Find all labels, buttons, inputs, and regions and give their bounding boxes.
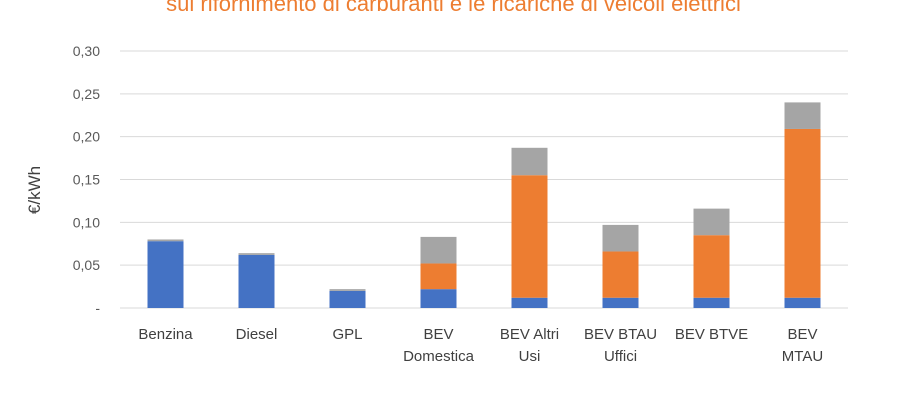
y-tick-label: 0,30 [73,43,100,59]
y-axis-label: €/kWh [25,166,44,214]
bar-segment-2 [602,251,639,298]
x-tick-label: BEV BTVE [675,326,748,343]
x-tick-label: GPL [332,326,362,343]
y-tick-label: 0,20 [73,129,100,145]
y-tick-label: 0,05 [73,257,100,273]
bar-segment-3 [238,253,275,255]
y-tick-label: 0,15 [73,172,100,188]
y-tick-label: 0,25 [73,86,100,102]
bar-segment-1 [511,297,548,308]
x-tick-label: Benzina [138,326,193,343]
x-tick-label: BEV Altri [500,326,559,343]
bar-segment-3 [693,208,730,236]
bar-segment-2 [511,175,548,298]
bar-segment-3 [147,239,184,242]
x-tick-label: Domestica [403,348,475,365]
bar-segment-2 [420,263,457,290]
x-tick-label: BEV [423,326,453,343]
bar-segment-2 [784,128,821,298]
y-tick-label: - [95,300,100,316]
bar-segment-1 [147,241,184,308]
chart-title: sul rifornimento di carburanti e le rica… [166,0,741,16]
bar-segment-3 [784,102,821,129]
x-tick-label: MTAU [782,348,823,365]
bar-segment-1 [329,290,366,308]
x-tick-label: BEV BTAU [584,326,657,343]
bar-segment-3 [329,289,366,291]
x-axis-labels: Benzina Diesel GPL BEV Domestica BEV Altri Usi… [138,326,823,365]
x-tick-label: Diesel [236,326,278,343]
y-axis-ticks: - 0,05 0,10 0,15 0,20 0,25 0,30 [73,43,101,316]
bar-segment-1 [420,289,457,308]
x-tick-label: Uffici [604,348,637,365]
bar-segment-3 [420,236,457,264]
x-tick-label: Usi [519,348,541,365]
bar-segment-2 [693,235,730,298]
y-tick-label: 0,10 [73,214,100,230]
x-tick-label: BEV [787,326,817,343]
bar-segment-3 [511,147,548,176]
bars [147,102,821,308]
bar-segment-1 [238,254,275,308]
gridlines [120,50,848,309]
bar-segment-1 [784,297,821,308]
bar-segment-1 [693,297,730,308]
bar-segment-1 [602,297,639,308]
bar-segment-3 [602,224,639,252]
